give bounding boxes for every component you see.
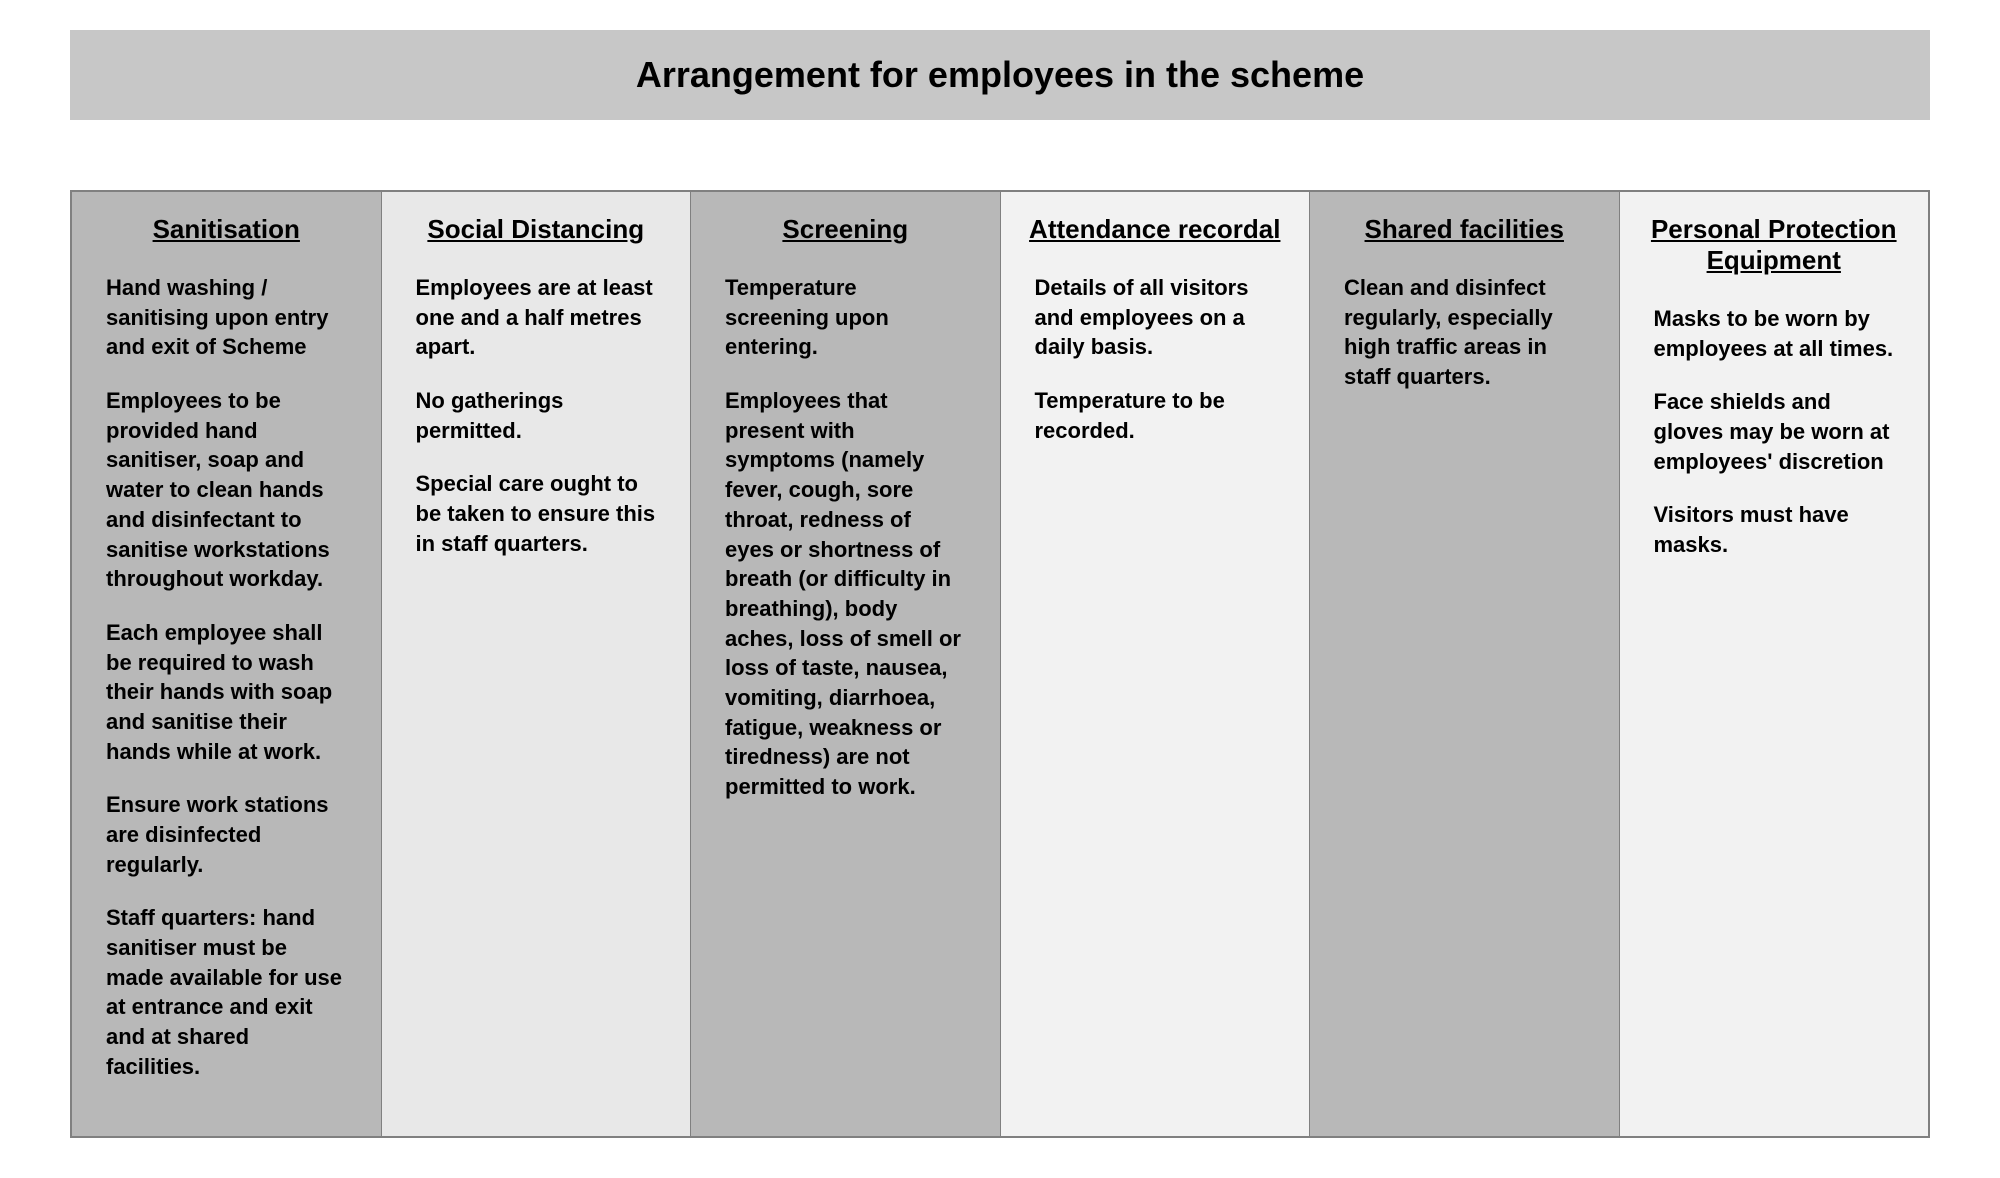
column-1: Social Distancing Employees are at least …	[382, 192, 692, 1136]
column-2: Screening Temperature screening upon ente…	[691, 192, 1001, 1136]
column-paragraph: Ensure work stations are disinfected reg…	[90, 790, 363, 879]
column-5: Personal Protection Equipment Masks to be…	[1620, 192, 1929, 1136]
column-paragraph: Temperature to be recorded.	[1019, 386, 1292, 445]
column-paragraph: Staff quarters: hand sanitiser must be m…	[90, 903, 363, 1081]
column-0: Sanitisation Hand washing / sanitising up…	[72, 192, 382, 1136]
column-paragraph: Employees are at least one and a half me…	[400, 273, 673, 362]
column-paragraph: Temperature screening upon entering.	[709, 273, 982, 362]
column-heading: Shared facilities	[1328, 214, 1601, 245]
column-paragraph: No gatherings permitted.	[400, 386, 673, 445]
column-heading: Personal Protection Equipment	[1638, 214, 1911, 276]
column-heading: Screening	[709, 214, 982, 245]
column-paragraph: Visitors must have masks.	[1638, 500, 1911, 559]
column-paragraph: Details of all visitors and employees on…	[1019, 273, 1292, 362]
page-title: Arrangement for employees in the scheme	[80, 54, 1920, 96]
column-paragraph: Special care ought to be taken to ensure…	[400, 469, 673, 558]
column-3: Attendance recordal Details of all visito…	[1001, 192, 1311, 1136]
title-bar: Arrangement for employees in the scheme	[70, 30, 1930, 120]
column-paragraph: Hand washing / sanitising upon entry and…	[90, 273, 363, 362]
column-paragraph: Face shields and gloves may be worn at e…	[1638, 387, 1911, 476]
column-paragraph: Clean and disinfect regularly, especiall…	[1328, 273, 1601, 392]
page: Arrangement for employees in the scheme …	[0, 0, 2000, 1178]
column-paragraph: Employees that present with symptoms (na…	[709, 386, 982, 802]
column-heading: Social Distancing	[400, 214, 673, 245]
column-4: Shared facilities Clean and disinfect reg…	[1310, 192, 1620, 1136]
column-heading: Sanitisation	[90, 214, 363, 245]
column-heading: Attendance recordal	[1019, 214, 1292, 245]
column-paragraph: Each employee shall be required to wash …	[90, 618, 363, 766]
column-paragraph: Employees to be provided hand sanitiser,…	[90, 386, 363, 594]
column-paragraph: Masks to be worn by employees at all tim…	[1638, 304, 1911, 363]
columns-container: Sanitisation Hand washing / sanitising up…	[70, 190, 1930, 1138]
